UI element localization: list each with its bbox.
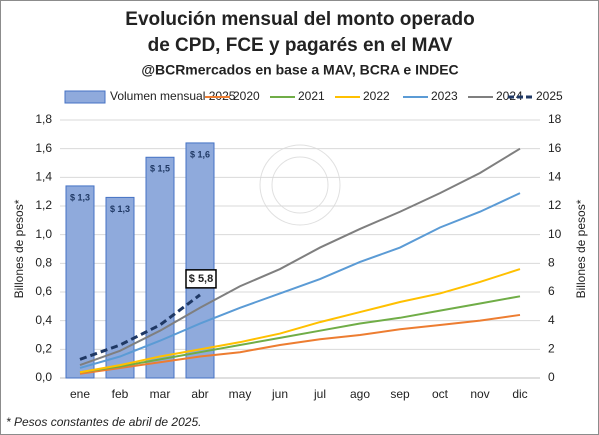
y2-tick-label: 12 bbox=[548, 198, 562, 212]
bar-value-label: $ 1,6 bbox=[190, 149, 210, 159]
x-tick-label: jun bbox=[271, 387, 288, 401]
line bbox=[79, 268, 521, 374]
x-tick-label: nov bbox=[470, 387, 489, 401]
bar-value-label: $ 1,3 bbox=[70, 192, 90, 202]
x-tick-label: may bbox=[229, 387, 252, 401]
y-axis-label: Billones de pesos* bbox=[12, 199, 26, 298]
x-tick-label: feb bbox=[112, 387, 129, 401]
line bbox=[79, 192, 521, 369]
x-tick-label: oct bbox=[432, 387, 449, 401]
x-tick-label: jul bbox=[313, 387, 326, 401]
chart-title: de CPD, FCE y pagarés en el MAV bbox=[148, 35, 453, 56]
watermark bbox=[259, 144, 341, 226]
legend-swatch bbox=[64, 90, 106, 104]
annotation: $ 5,8 bbox=[189, 273, 213, 285]
y2-tick-label: 4 bbox=[548, 313, 555, 327]
y2-tick-label: 0 bbox=[548, 370, 555, 384]
legend-label: 2023 bbox=[431, 89, 458, 103]
y2-tick-label: 16 bbox=[548, 141, 562, 155]
bar bbox=[65, 185, 95, 379]
x-tick-label: mar bbox=[150, 387, 171, 401]
bar-value-label: $ 1,3 bbox=[110, 204, 130, 214]
legend-label: Volumen mensual 2025 bbox=[110, 89, 236, 103]
y-tick-label: 0,8 bbox=[35, 256, 52, 270]
y2-tick-label: 18 bbox=[548, 112, 562, 126]
bar-value-label: $ 1,5 bbox=[150, 164, 170, 174]
y-tick-label: 0,0 bbox=[35, 370, 52, 384]
chart-subtitle: @BCRmercados en base a MAV, BCRA e INDEC bbox=[141, 62, 458, 78]
x-tick-label: dic bbox=[512, 387, 527, 401]
y-tick-label: 1,6 bbox=[35, 141, 52, 155]
y-tick-label: 1,0 bbox=[35, 227, 52, 241]
y2-tick-label: 14 bbox=[548, 170, 562, 184]
x-tick-label: abr bbox=[191, 387, 208, 401]
line bbox=[79, 293, 201, 361]
footnote: * Pesos constantes de abril de 2025. bbox=[6, 415, 201, 429]
legend-label: 2020 bbox=[233, 89, 260, 103]
y2-tick-label: 2 bbox=[548, 342, 555, 356]
y-tick-label: 0,6 bbox=[35, 284, 52, 298]
y2-tick-label: 10 bbox=[548, 227, 562, 241]
y-tick-label: 1,2 bbox=[35, 198, 52, 212]
chart-title: Evolución mensual del monto operado bbox=[125, 9, 474, 30]
y-tick-label: 0,4 bbox=[35, 313, 52, 327]
y-tick-label: 1,8 bbox=[35, 112, 52, 126]
x-tick-label: sep bbox=[390, 387, 410, 401]
legend-label: 2025 bbox=[536, 89, 563, 103]
annotation-box bbox=[185, 269, 217, 289]
y2-tick-label: 6 bbox=[548, 284, 555, 298]
bar bbox=[185, 142, 215, 379]
x-tick-label: ene bbox=[70, 387, 90, 401]
legend-label: 2022 bbox=[363, 89, 390, 103]
legend-label: 2021 bbox=[298, 89, 325, 103]
y2-axis-label: Billones de pesos* bbox=[574, 199, 588, 298]
line bbox=[79, 147, 521, 367]
y-tick-label: 1,4 bbox=[35, 170, 52, 184]
line bbox=[79, 313, 521, 375]
x-tick-label: ago bbox=[350, 387, 370, 401]
y2-tick-label: 8 bbox=[548, 256, 555, 270]
bar bbox=[105, 196, 135, 379]
y-tick-label: 0,2 bbox=[35, 342, 52, 356]
line bbox=[79, 295, 521, 374]
